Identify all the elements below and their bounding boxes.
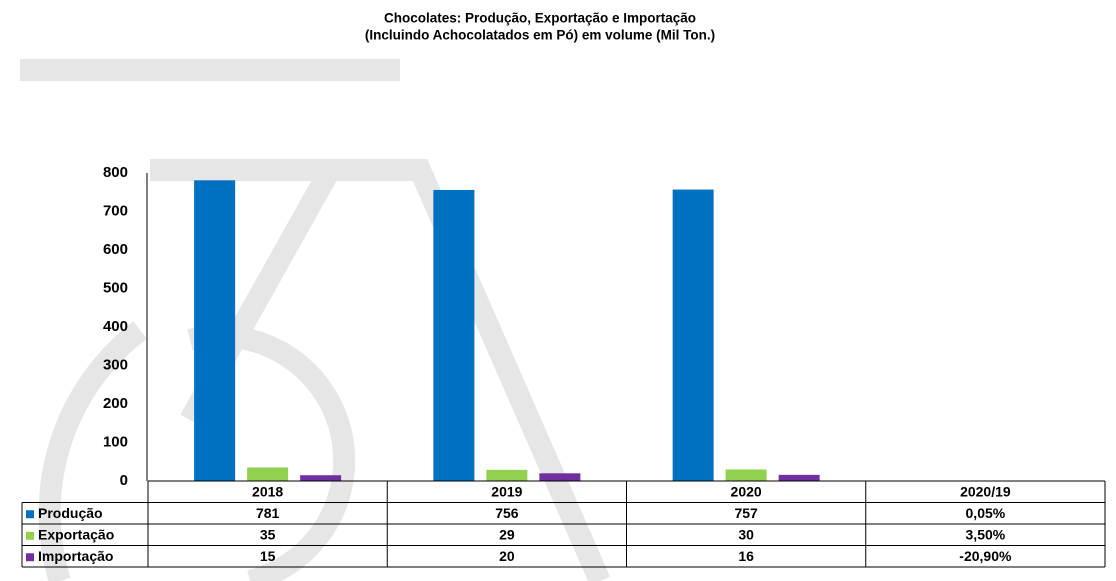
legend-label: Exportação [38, 526, 114, 542]
y-tick-label: 200 [103, 395, 128, 412]
change-value: 0,05% [966, 505, 1006, 521]
table-value: 30 [738, 526, 754, 542]
legend-label: Produção [38, 505, 103, 521]
y-tick-label: 800 [103, 164, 128, 181]
table-value: 16 [738, 548, 754, 564]
y-tick-label: 500 [103, 279, 128, 296]
column-header: 2020/19 [960, 483, 1011, 499]
table-value: 756 [495, 505, 519, 521]
table-value: 29 [499, 526, 515, 542]
y-tick-label: 700 [103, 202, 128, 219]
watermark-line [330, 159, 611, 581]
legend-swatch [26, 553, 34, 562]
bar [247, 467, 289, 481]
legend-label: Importação [38, 548, 113, 564]
change-value: 3,50% [966, 526, 1006, 542]
y-tick-label: 100 [103, 433, 128, 450]
bar [672, 189, 714, 481]
x-tick-label: 2018 [252, 483, 283, 499]
change-value: -20,90% [959, 548, 1012, 564]
bar [725, 469, 767, 481]
chart-subtitle: (Incluindo Achocolatados em Pó) em volum… [365, 28, 715, 43]
bar [194, 180, 236, 481]
y-tick-label: 600 [103, 241, 128, 258]
x-tick-label: 2019 [491, 483, 522, 499]
bar [486, 469, 528, 481]
legend-swatch [26, 531, 34, 540]
bar [433, 189, 475, 481]
y-tick-label: 300 [103, 356, 128, 373]
x-tick-label: 2020 [731, 483, 762, 499]
table-value: 20 [499, 548, 515, 564]
table-value: 757 [734, 505, 758, 521]
table-value: 35 [260, 526, 276, 542]
bar [539, 473, 581, 481]
bar [778, 474, 820, 481]
legend-swatch [26, 510, 34, 519]
table-value: 15 [260, 548, 276, 564]
watermark [20, 59, 611, 581]
y-tick-label: 0 [120, 472, 128, 489]
y-tick-label: 400 [103, 318, 128, 335]
watermark-arc [187, 325, 356, 581]
bar [300, 475, 342, 481]
watermark-arc [38, 321, 147, 581]
chart-title: Chocolates: Produção, Exportação e Impor… [384, 11, 696, 26]
table-value: 781 [256, 505, 280, 521]
